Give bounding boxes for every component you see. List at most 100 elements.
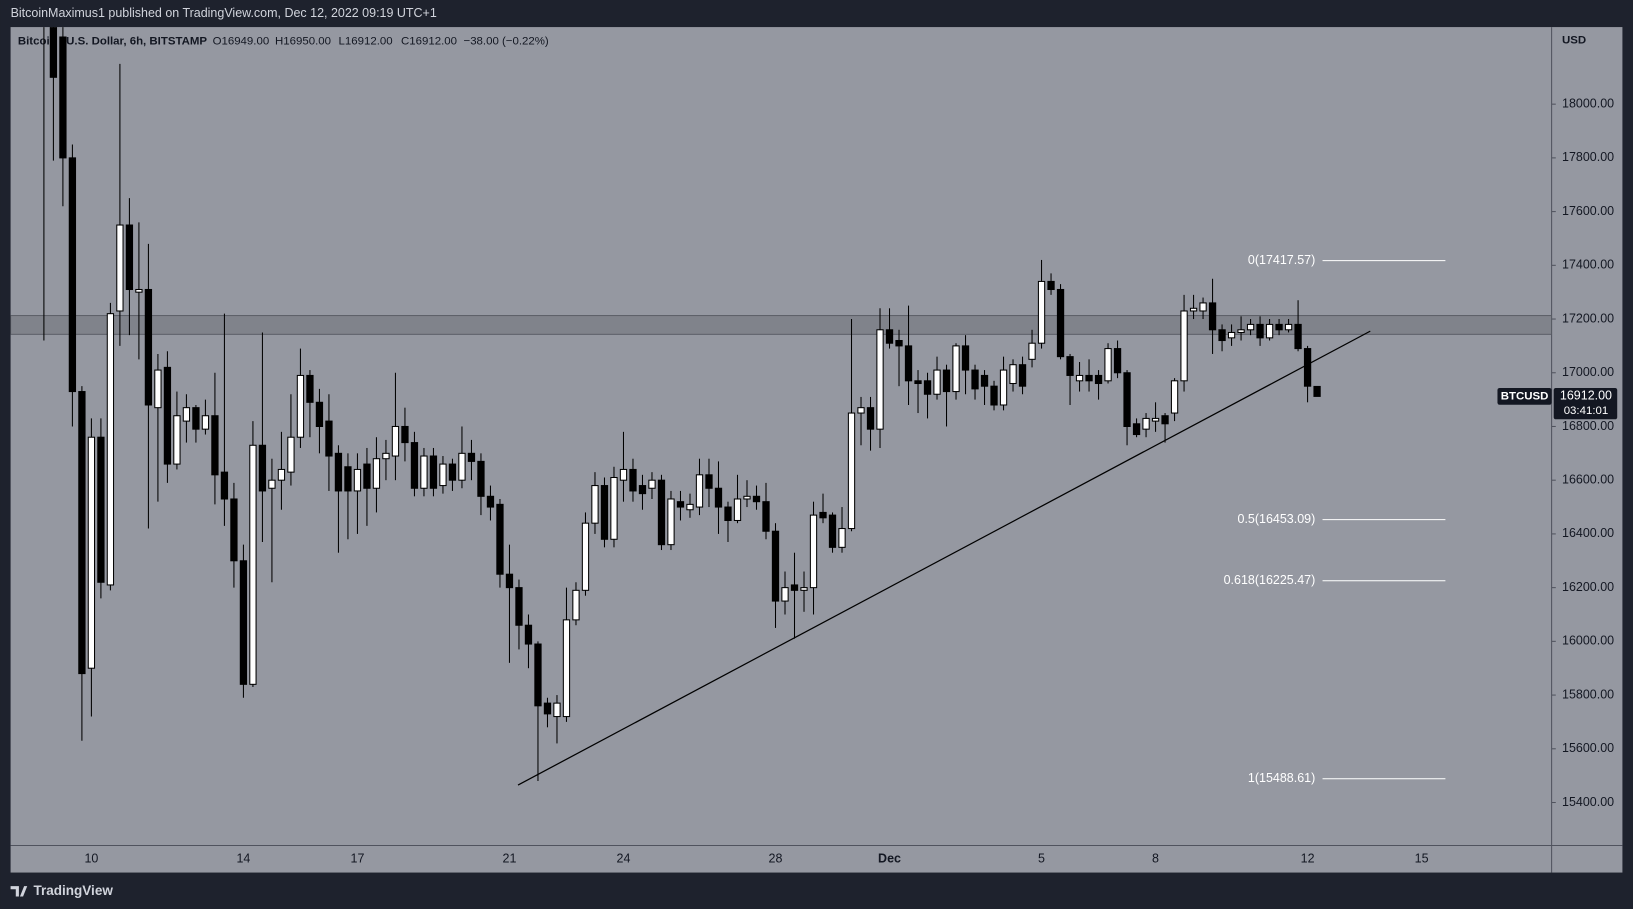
candle-body bbox=[562, 619, 571, 718]
candle-body bbox=[971, 369, 979, 390]
candle-body bbox=[410, 442, 419, 489]
candle-body bbox=[923, 380, 932, 395]
candle-body bbox=[135, 288, 143, 293]
candle-body bbox=[961, 345, 970, 371]
candle-body bbox=[448, 463, 457, 481]
candle-body bbox=[1151, 417, 1160, 422]
candle-body bbox=[68, 157, 77, 393]
candle-body bbox=[420, 455, 428, 489]
candle-body bbox=[1047, 280, 1055, 291]
candle-body bbox=[1275, 323, 1283, 331]
candle-body bbox=[904, 345, 913, 382]
candle-body bbox=[866, 407, 875, 430]
x-tick-label: Dec bbox=[878, 851, 901, 865]
candle-body bbox=[49, 27, 58, 78]
candle-body bbox=[648, 479, 656, 489]
candle-body bbox=[581, 522, 590, 591]
x-tick-label: 17 bbox=[350, 851, 364, 865]
candle-body bbox=[439, 463, 447, 487]
candle-body bbox=[1037, 280, 1046, 344]
y-tick-label: 15600.00 bbox=[1562, 741, 1614, 755]
countdown: 03:41:01 bbox=[1564, 405, 1609, 417]
candle-body bbox=[1180, 310, 1188, 382]
candle-body bbox=[344, 466, 352, 492]
candle-body bbox=[1104, 348, 1112, 382]
candle-body bbox=[1227, 331, 1236, 339]
candle-body bbox=[382, 452, 390, 460]
x-tick-label: 14 bbox=[236, 851, 250, 865]
candle-body bbox=[353, 468, 362, 492]
candle-body bbox=[87, 436, 96, 669]
candle-body bbox=[78, 391, 86, 675]
y-tick-label: 15800.00 bbox=[1562, 687, 1614, 701]
candle-body bbox=[1208, 302, 1217, 331]
candle-body bbox=[657, 479, 666, 546]
candle-body bbox=[771, 530, 780, 602]
candle-body bbox=[1303, 348, 1312, 387]
last-price: 16912.00 bbox=[1560, 389, 1612, 403]
candle-body bbox=[1218, 329, 1226, 342]
x-tick-label: 10 bbox=[84, 851, 98, 865]
candle-body bbox=[752, 495, 761, 503]
ohlc-value: H16950.00 bbox=[275, 36, 331, 48]
candle-body bbox=[1237, 329, 1245, 333]
candle-body bbox=[819, 511, 827, 519]
candle-body bbox=[125, 224, 134, 291]
ticker-box bbox=[1497, 388, 1552, 405]
candle-body bbox=[543, 702, 552, 715]
candle-body bbox=[1094, 374, 1103, 385]
candle-body bbox=[239, 560, 248, 685]
candle-body bbox=[790, 584, 799, 591]
y-tick-label: 16600.00 bbox=[1562, 472, 1614, 486]
candle-body bbox=[249, 444, 257, 685]
x-tick-label: 28 bbox=[769, 851, 783, 865]
candle-body bbox=[914, 380, 922, 385]
candle-body bbox=[1313, 385, 1321, 397]
candle-body bbox=[933, 369, 941, 395]
ohlc-value: C16912.00 bbox=[401, 36, 457, 48]
candle-body bbox=[1018, 364, 1027, 387]
candle-body bbox=[676, 501, 685, 508]
candle-body bbox=[315, 401, 324, 427]
candle-body bbox=[733, 498, 742, 522]
candle-body bbox=[1142, 417, 1150, 430]
candle-body bbox=[192, 407, 200, 430]
candle-body bbox=[268, 479, 276, 489]
candle-body bbox=[505, 573, 514, 589]
candle-body bbox=[1265, 323, 1274, 339]
candle-body bbox=[116, 224, 124, 312]
candle-body bbox=[553, 702, 561, 718]
candle-body bbox=[952, 345, 960, 393]
candle-body bbox=[287, 436, 295, 473]
y-tick-label: 16000.00 bbox=[1562, 634, 1614, 648]
candle-body bbox=[942, 369, 951, 393]
candle-body bbox=[838, 528, 846, 548]
candle-body bbox=[496, 503, 504, 575]
candle-body bbox=[429, 455, 438, 489]
currency: USD bbox=[1562, 35, 1586, 47]
candle-body bbox=[885, 329, 894, 344]
candle-body bbox=[1085, 374, 1093, 382]
ohlc-value: −38.00 (−0.22%) bbox=[464, 36, 549, 48]
candle-body bbox=[220, 471, 229, 500]
candle-body bbox=[572, 589, 580, 621]
ticker: BTCUSD bbox=[1501, 390, 1549, 402]
candle-body bbox=[705, 474, 713, 489]
published-line: BitcoinMaximus1 published on TradingView… bbox=[11, 6, 437, 20]
candle-body bbox=[1284, 323, 1293, 331]
candle-body bbox=[1123, 372, 1131, 427]
ohlc-value: O16949.00 bbox=[213, 36, 270, 48]
fib-label: 0.5(16453.09) bbox=[1238, 512, 1316, 526]
candle-body bbox=[895, 340, 903, 347]
y-tick-label: 17200.00 bbox=[1562, 311, 1614, 325]
chart-area bbox=[10, 27, 1623, 873]
candle-body bbox=[1161, 415, 1169, 425]
candle-body bbox=[667, 498, 675, 546]
candle-body bbox=[515, 587, 523, 626]
candle-body bbox=[1113, 348, 1122, 374]
y-tick-label: 17800.00 bbox=[1562, 150, 1614, 164]
candle-body bbox=[467, 452, 476, 462]
x-tick-label: 5 bbox=[1038, 851, 1045, 865]
